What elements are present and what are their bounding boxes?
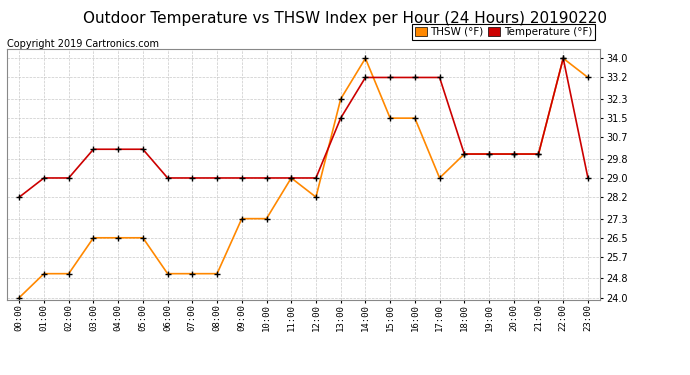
Text: Outdoor Temperature vs THSW Index per Hour (24 Hours) 20190220: Outdoor Temperature vs THSW Index per Ho…	[83, 11, 607, 26]
Legend: THSW (°F), Temperature (°F): THSW (°F), Temperature (°F)	[412, 24, 595, 40]
Text: Copyright 2019 Cartronics.com: Copyright 2019 Cartronics.com	[7, 39, 159, 50]
